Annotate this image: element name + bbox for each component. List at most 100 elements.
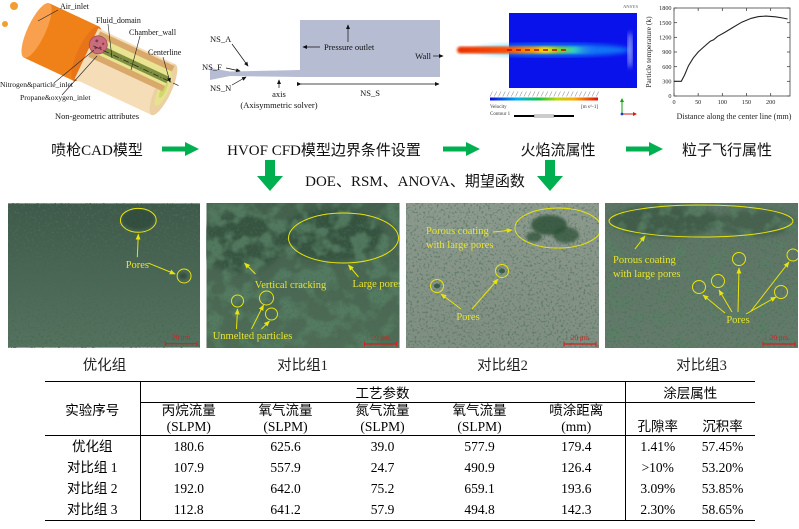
scale-bar-label: 20 μm bbox=[372, 334, 391, 342]
annotation-arrow bbox=[135, 233, 141, 258]
particle-temperature-chart: Particle temperature (k) Distance along … bbox=[644, 5, 792, 121]
cell: 179.4 bbox=[561, 439, 592, 454]
y-tick-label: 1500 bbox=[659, 20, 671, 27]
pore-ellipse-annotation bbox=[119, 207, 157, 233]
legend-title: Velocity bbox=[490, 105, 507, 110]
col-header-deposition-rate: 沉积率 bbox=[690, 402, 755, 436]
annotation-arrow bbox=[702, 294, 726, 314]
flow-stage-flame-label: 火焰流属性 bbox=[520, 143, 596, 159]
col-group-process-params: 工艺参数 bbox=[140, 381, 625, 403]
micrograph-comparison-1: Large pores Vertical cracking Unmelted p… bbox=[199, 203, 402, 348]
outer-domain-region bbox=[300, 20, 440, 77]
cad-label-centerline: Centerline bbox=[148, 48, 182, 57]
cell: 193.6 bbox=[561, 481, 592, 496]
row-label: 对比组 1 bbox=[45, 457, 141, 478]
particle-temp-chart-panel: Particle temperature (k) Distance along … bbox=[642, 0, 799, 124]
annotation-arrow bbox=[750, 261, 790, 312]
flow-arrow-right-icon bbox=[443, 142, 480, 156]
cell: 2.30% bbox=[624, 499, 690, 521]
cell: 625.6 bbox=[270, 439, 301, 454]
annotation-arrow bbox=[745, 296, 777, 315]
doe-analysis-label: DOE、RSM、ANOVA、期望函数 bbox=[305, 174, 525, 190]
micrograph-caption: 对比组1 bbox=[277, 358, 328, 374]
cell: 142.3 bbox=[528, 499, 625, 521]
cell: 3.09% bbox=[624, 478, 690, 499]
cad-fitting bbox=[10, 2, 18, 10]
annotation-arrow bbox=[736, 267, 742, 313]
cell: 192.0 bbox=[173, 481, 204, 496]
annotation-arrow bbox=[348, 264, 359, 278]
col-group-coating-props: 涂层属性 bbox=[624, 381, 755, 403]
flow-arrow-right-icon bbox=[162, 142, 199, 156]
pore-circle-annotation bbox=[176, 268, 192, 284]
cell: 75.2 bbox=[370, 481, 395, 496]
flow-arrow-right-icon bbox=[626, 142, 663, 156]
y-tick-label: 0 bbox=[668, 93, 671, 100]
flow-stage-cfd-label: HVOF CFD模型边界条件设置 bbox=[227, 143, 421, 159]
scale-bar-label: 20 μm bbox=[571, 334, 590, 342]
cfd-label-solver: (Axisymmetric solver) bbox=[240, 100, 317, 110]
col-header-oxygen-flow: 氧气流量 (SLPM) bbox=[237, 402, 334, 436]
porous-coating-label-line2: with large pores bbox=[613, 269, 680, 280]
scale-ruler bbox=[514, 114, 574, 118]
sem-image: Large pores Vertical cracking Unmelted p… bbox=[199, 203, 402, 348]
cell: 126.4 bbox=[561, 460, 592, 475]
cell: 180.6 bbox=[173, 439, 204, 454]
scale-bar: 20 μm bbox=[364, 334, 397, 347]
col-header-nitrogen-flow: 氮气流量 (SLPM) bbox=[334, 402, 431, 436]
cfd-label-ns-f: NS_F bbox=[202, 62, 222, 72]
x-tick-label: 150 bbox=[742, 99, 751, 106]
cad-label-nitrogen-inlet: Nitrogen&particle_inlet bbox=[0, 80, 74, 89]
cell: 53.20% bbox=[701, 460, 744, 475]
annotation-arrow bbox=[440, 293, 462, 310]
cell: 1.41% bbox=[624, 435, 690, 457]
cell: 490.9 bbox=[464, 460, 495, 475]
x-tick-label: 0 bbox=[672, 99, 675, 106]
row-label: 优化组 bbox=[45, 435, 141, 457]
velocity-colorbar bbox=[490, 97, 598, 101]
scale-bar-label: 20 μm bbox=[172, 334, 190, 342]
annotation-arrow bbox=[718, 289, 733, 313]
cad-model-panel: Air_inlet Fluid_domain Chamber_wall Cent… bbox=[0, 0, 202, 127]
large-pores-label: Large pores bbox=[353, 279, 401, 290]
micrograph-caption: 优化组 bbox=[82, 358, 127, 374]
cfd-boundary-panel: NS_A NS_F NS_N axis (Axisymmetric solver… bbox=[200, 0, 450, 122]
sem-image: Porous coating with large pores Pores 20… bbox=[605, 203, 799, 348]
annotation-arrow bbox=[148, 262, 176, 275]
cfd-label-ns-n: NS_N bbox=[210, 83, 231, 93]
temperature-series-line bbox=[674, 15, 788, 82]
col-header-experiment: 实验序号 bbox=[45, 381, 141, 436]
cell: 57.9 bbox=[334, 499, 431, 521]
y-tick-label: 1800 bbox=[659, 5, 671, 12]
pores-label: Pores bbox=[126, 260, 149, 271]
flow-stage-cad-label: 喷枪CAD模型 bbox=[51, 143, 143, 159]
micrograph-caption: 对比组3 bbox=[676, 358, 727, 374]
annotation-arrow bbox=[471, 278, 499, 310]
cad-leader-lines bbox=[37, 9, 171, 96]
pore-circle-annotation bbox=[430, 279, 444, 293]
col-header-oxygen-flow-2: 氧气流量 (SLPM) bbox=[431, 402, 528, 436]
flow-arrow-down-icon bbox=[257, 160, 283, 191]
unmelted-particle-circle bbox=[231, 294, 244, 308]
pore-circle-annotation bbox=[711, 274, 725, 288]
unmelted-particle-circle bbox=[265, 307, 278, 321]
cad-caption: Non-geometric attributes bbox=[55, 112, 139, 121]
large-pores-ellipse-annotation bbox=[288, 212, 399, 264]
legend-subtitle: Contour 1 bbox=[490, 112, 511, 117]
chart-y-axis-label: Particle temperature (k) bbox=[644, 16, 653, 88]
y-tick-label: 600 bbox=[662, 64, 671, 71]
col-header-propane-flow: 丙烷流量 (SLPM) bbox=[140, 402, 237, 436]
annotation-arrow bbox=[244, 262, 256, 275]
pore-circle-annotation bbox=[692, 280, 706, 294]
annotation-arrow bbox=[492, 228, 513, 234]
micrograph-comparison-3: Porous coating with large pores Pores 20… bbox=[605, 203, 799, 348]
cad-label-air-inlet: Air_inlet bbox=[60, 2, 90, 11]
cfd-arrows bbox=[225, 24, 444, 88]
cfd-domain-sketch: NS_A NS_F NS_N axis (Axisymmetric solver… bbox=[202, 20, 444, 110]
scale-bar: 20 μm bbox=[563, 334, 597, 347]
vertical-cracking-label: Vertical cracking bbox=[255, 280, 327, 291]
sem-image: Porous coating with large pores Pores 20… bbox=[406, 203, 602, 348]
chart-x-axis-label: Distance along the center line (mm) bbox=[677, 112, 792, 121]
cfd-label-pressure-outlet: Pressure outlet bbox=[324, 42, 375, 52]
micrograph-caption: 对比组2 bbox=[477, 358, 528, 374]
